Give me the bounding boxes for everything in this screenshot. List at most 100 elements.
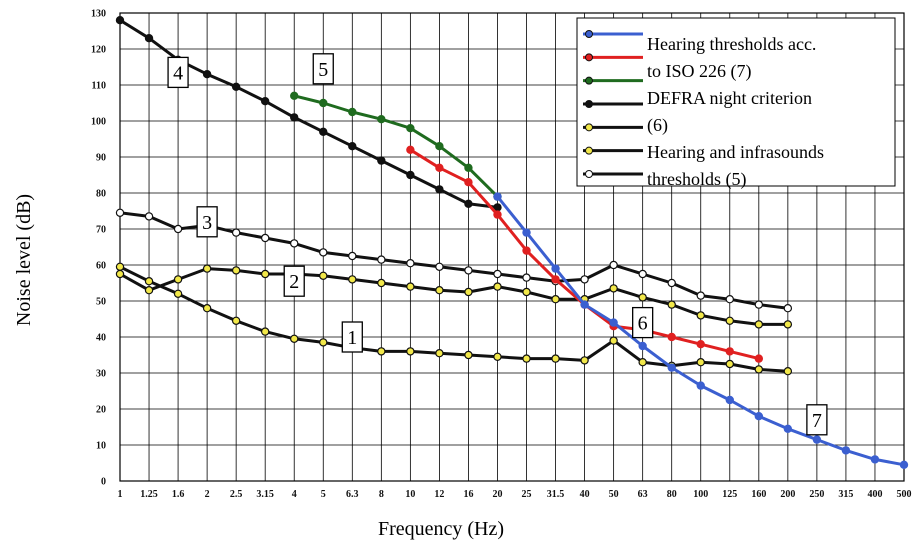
data-point: [493, 210, 502, 219]
y-tick-label: 90: [96, 153, 106, 164]
data-point: [173, 275, 183, 284]
data-point: [493, 282, 502, 291]
y-tick-label: 120: [91, 45, 106, 56]
data-point: [754, 354, 764, 363]
series-3: [115, 208, 793, 313]
x-tick-label: 25: [522, 489, 532, 500]
curve-label-1: 1: [341, 321, 363, 353]
data-point: [348, 275, 357, 284]
data-point: [406, 123, 415, 133]
y-tick-label: 130: [91, 9, 106, 20]
x-tick-label: 125: [722, 489, 737, 500]
curve-label-text: 7: [812, 410, 822, 432]
curve-number-labels: 1 2 3 4 5 6 7: [167, 53, 828, 436]
curve-label-text: 3: [202, 212, 212, 234]
x-tick-label: 1: [118, 489, 123, 500]
x-tick-label: 250: [809, 489, 824, 500]
data-point: [115, 16, 125, 25]
data-point: [144, 34, 154, 43]
data-point: [638, 341, 647, 351]
legend-swatch-marker: [585, 76, 593, 85]
data-point: [377, 114, 386, 124]
x-tick-label: 400: [867, 489, 882, 500]
x-tick-label: 200: [780, 489, 795, 500]
curve-label-3: 3: [196, 206, 218, 238]
series-line: [119, 267, 788, 326]
data-point: [260, 327, 270, 336]
data-point: [783, 424, 793, 433]
y-tick-label: 50: [96, 297, 106, 308]
data-point: [638, 269, 647, 279]
x-tick-label: 3.15: [256, 489, 274, 500]
y-tick-label: 100: [91, 117, 106, 128]
data-point: [348, 141, 357, 151]
data-point: [290, 334, 299, 343]
data-point: [348, 107, 357, 117]
data-point: [638, 358, 647, 367]
legend-swatch-marker: [585, 30, 593, 38]
curve-label-5: 5: [312, 53, 334, 85]
legend-swatch-marker: [585, 100, 593, 108]
data-point: [435, 141, 444, 151]
series-line: [119, 265, 788, 373]
data-point: [725, 316, 734, 325]
series-line: [119, 211, 789, 310]
data-point: [319, 248, 328, 257]
curve-label-7: 7: [806, 404, 828, 436]
data-point: [231, 82, 241, 92]
data-point: [144, 277, 154, 286]
y-axis-title: Noise level (dB): [13, 194, 35, 326]
x-tick-label: 6.3: [346, 489, 359, 500]
legend-entry-text: (6): [647, 115, 668, 136]
data-point: [435, 262, 444, 271]
data-point: [173, 224, 183, 234]
data-point: [725, 395, 734, 405]
legend-swatch-marker: [585, 123, 593, 132]
legend-box: [576, 17, 896, 187]
data-point: [667, 278, 676, 288]
data-point: [754, 412, 764, 421]
curve-label-2: 2: [283, 265, 305, 297]
data-point: [754, 300, 764, 309]
data-point: [551, 354, 560, 363]
data-point: [609, 284, 618, 293]
data-point: [638, 293, 647, 302]
x-tick-label: 8: [379, 489, 384, 500]
x-tick-label: 315: [838, 489, 853, 500]
data-point: [870, 455, 880, 464]
data-point: [493, 269, 502, 279]
series-7: [493, 192, 909, 469]
data-point: [290, 91, 299, 101]
data-point: [464, 199, 473, 208]
data-point: [435, 163, 444, 172]
y-tick-label: 40: [96, 333, 106, 344]
data-point: [260, 96, 270, 106]
data-point: [202, 69, 212, 79]
data-point: [580, 275, 589, 284]
data-point: [464, 350, 473, 360]
data-point: [290, 239, 299, 248]
data-point: [522, 228, 531, 237]
data-point: [115, 269, 125, 279]
data-point: [899, 460, 909, 469]
x-tick-label: 4: [292, 489, 297, 500]
legend-entry-text: to ISO 226 (7): [647, 61, 752, 82]
legend: Hearing thresholds acc. to ISO 226 (7) DEF…: [576, 17, 896, 190]
x-tick-label: 1.6: [172, 489, 185, 500]
legend-swatch-marker: [585, 146, 593, 155]
data-point: [696, 381, 705, 390]
data-point: [144, 286, 154, 295]
series-5: [290, 91, 502, 201]
data-point: [580, 300, 589, 309]
data-point: [522, 273, 531, 282]
data-point: [841, 446, 851, 455]
x-tick-label: 16: [463, 489, 473, 500]
x-tick-label: 50: [609, 489, 619, 500]
data-point: [377, 347, 386, 356]
y-tick-label: 10: [96, 441, 106, 452]
data-point: [696, 340, 705, 349]
data-point: [696, 311, 705, 320]
data-point: [725, 295, 734, 304]
data-point: [609, 318, 618, 327]
data-point: [493, 352, 502, 361]
